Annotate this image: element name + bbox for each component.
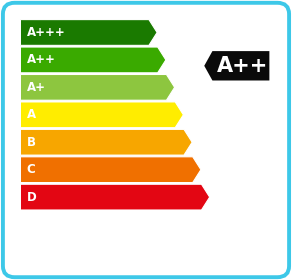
Text: D: D bbox=[27, 191, 36, 204]
Text: A: A bbox=[27, 108, 36, 121]
Polygon shape bbox=[20, 20, 157, 45]
Polygon shape bbox=[20, 102, 183, 128]
Text: A++: A++ bbox=[216, 56, 268, 76]
Polygon shape bbox=[204, 51, 269, 81]
Polygon shape bbox=[20, 157, 201, 183]
Polygon shape bbox=[20, 129, 192, 155]
Text: A++: A++ bbox=[27, 53, 56, 66]
Polygon shape bbox=[20, 74, 175, 100]
Text: A+: A+ bbox=[27, 81, 46, 94]
Polygon shape bbox=[20, 184, 210, 210]
Text: A+++: A+++ bbox=[27, 26, 66, 39]
Text: C: C bbox=[27, 163, 36, 176]
Text: B: B bbox=[27, 136, 36, 149]
Polygon shape bbox=[20, 47, 166, 73]
